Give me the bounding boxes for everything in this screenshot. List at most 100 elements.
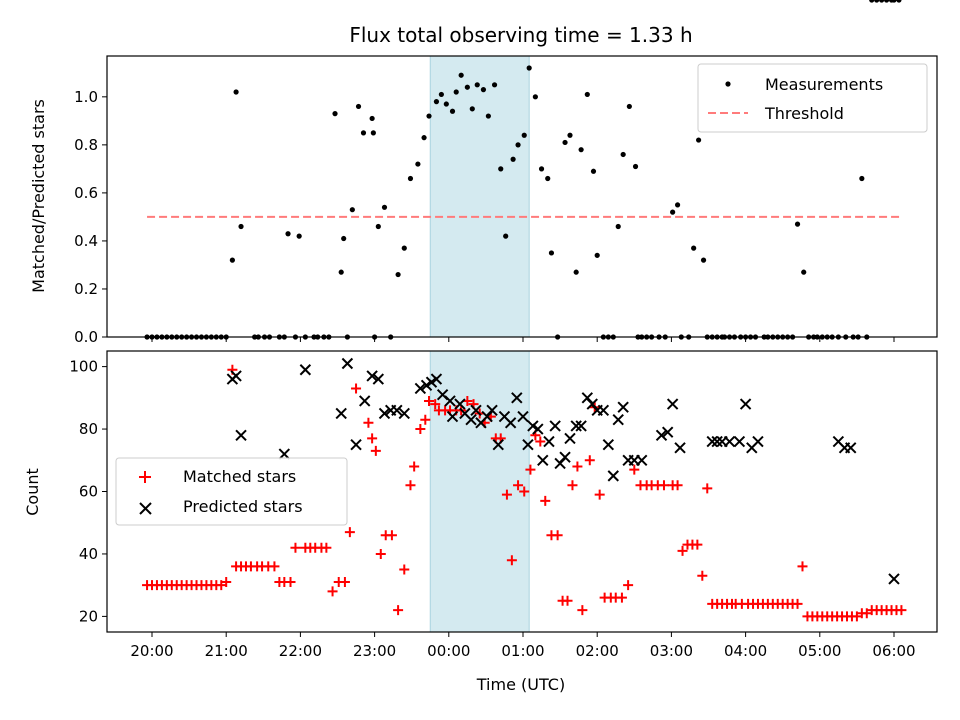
- predicted-star-point: [378, 407, 391, 420]
- predicted-star-point: [612, 413, 624, 426]
- matched-star-point: [393, 605, 404, 616]
- x-tick-label: 23:00: [353, 642, 396, 660]
- measurement-point: [458, 72, 464, 78]
- measurement-point: [801, 269, 807, 275]
- matched-star-point: [321, 542, 332, 553]
- legend-matched-swatch: [139, 471, 151, 483]
- matched-star-point: [677, 545, 688, 556]
- x-tick-label: 21:00: [205, 642, 248, 660]
- matched-star-point: [584, 455, 595, 466]
- measurement-point: [338, 269, 344, 275]
- top-legend: Measurements Threshold: [697, 63, 928, 133]
- predicted-star-point: [564, 432, 576, 445]
- matched-star-point: [285, 577, 296, 588]
- measurement-point: [426, 113, 432, 119]
- measurement-point: [584, 91, 590, 98]
- matched-star-point: [344, 527, 355, 538]
- measurement-point: [369, 115, 375, 122]
- matched-star-point: [792, 598, 803, 609]
- y-tick-label: 80: [79, 420, 98, 438]
- matched-star-point: [658, 480, 669, 491]
- measurement-point: [449, 108, 456, 114]
- measurement-point: [469, 106, 475, 112]
- predicted-star-point: [522, 438, 534, 451]
- predicted-star-point: [430, 373, 443, 385]
- top-x-axis: [151, 337, 895, 342]
- y-tick-label: 1.0: [74, 88, 98, 106]
- matched-star-point: [572, 461, 583, 472]
- measurement-point: [433, 99, 440, 105]
- top-plot-frame: [106, 55, 938, 338]
- predicted-star-point: [446, 410, 459, 423]
- x-tick-label: 04:00: [724, 642, 767, 660]
- measurement-point: [859, 175, 865, 182]
- matched-star-point: [405, 480, 416, 491]
- measurement-point: [545, 175, 551, 182]
- measurement-point: [620, 151, 626, 158]
- legend-measurements-label: Measurements: [765, 75, 883, 94]
- measurement-point: [573, 269, 579, 275]
- measurement-point: [438, 91, 444, 98]
- matched-star-point: [386, 530, 397, 541]
- predicted-star-point: [391, 404, 403, 417]
- predicted-star-point: [537, 454, 549, 466]
- matched-star-point: [562, 595, 573, 606]
- predicted-star-point: [597, 404, 610, 417]
- x-tick-label: 06:00: [872, 642, 915, 660]
- predicted-star-point: [372, 373, 385, 385]
- legend-matched-label: Matched stars: [183, 467, 296, 486]
- bottom-y-axis-label: Count: [23, 468, 42, 516]
- measurement-point: [485, 113, 491, 119]
- predicted-star-point: [511, 392, 523, 404]
- x-tick-label: 20:00: [130, 642, 173, 660]
- top-legend-box: [697, 63, 928, 133]
- predicted-star-point: [549, 420, 561, 432]
- matched-star-point: [567, 480, 578, 491]
- matched-star-point: [513, 480, 524, 491]
- matched-star-point: [697, 570, 708, 581]
- legend-predicted-swatch: [139, 502, 152, 515]
- bottom-panel: 20 40 60 80 100 20:00 21:00 22:00 23:00 00:00 01:…: [23, 350, 938, 694]
- y-tick-label: 0.4: [74, 232, 98, 250]
- predicted-star-point: [602, 438, 615, 451]
- measurement-point: [349, 207, 355, 213]
- measurement-point: [615, 223, 621, 230]
- predicted-star-point: [517, 410, 529, 423]
- predicted-star-point: [470, 404, 482, 417]
- matched-star-point: [540, 495, 551, 506]
- chart-title: Flux total observing time = 1.33 h: [349, 23, 692, 47]
- matched-star-point: [525, 464, 536, 475]
- matched-star-point: [367, 433, 378, 444]
- predicted-star-point: [366, 370, 378, 382]
- x-tick-label: 00:00: [427, 642, 470, 660]
- measurement-point: [341, 235, 347, 242]
- measurement-point: [503, 233, 509, 239]
- x-axis-label: Time (UTC): [476, 675, 565, 694]
- legend-measurements-swatch: [725, 81, 731, 87]
- matched-star-point: [896, 605, 907, 616]
- measurement-point: [691, 245, 697, 251]
- top-y-axis-label: Matched/Predicted stars: [29, 99, 48, 293]
- matched-star-point: [535, 436, 546, 447]
- measurement-point: [355, 103, 362, 110]
- legend-threshold-label: Threshold: [764, 104, 844, 123]
- bottom-legend-box: [115, 457, 348, 526]
- matched-star-point: [702, 483, 713, 494]
- measurement-point: [532, 94, 538, 100]
- measurement-point: [874, 0, 880, 3]
- predicted-star-point: [454, 398, 466, 410]
- top-y-axis: 0.0 0.2 0.4 0.6 0.8 1.0: [74, 88, 107, 346]
- measurement-point: [285, 231, 291, 237]
- measurement-point: [510, 156, 516, 162]
- measurement-point: [578, 147, 584, 153]
- predicted-star-point: [335, 407, 347, 420]
- matched-star-point: [409, 461, 420, 472]
- measurement-point: [491, 82, 498, 88]
- predicted-star-point: [532, 423, 544, 435]
- measurement-point: [538, 166, 545, 172]
- measurement-point: [562, 139, 568, 146]
- top-panel: 0.0 0.2 0.4 0.6 0.8 1.0 Matched/Predicted sta…: [29, 0, 938, 346]
- predicted-star-point: [486, 404, 498, 417]
- predicted-star-point: [733, 435, 746, 448]
